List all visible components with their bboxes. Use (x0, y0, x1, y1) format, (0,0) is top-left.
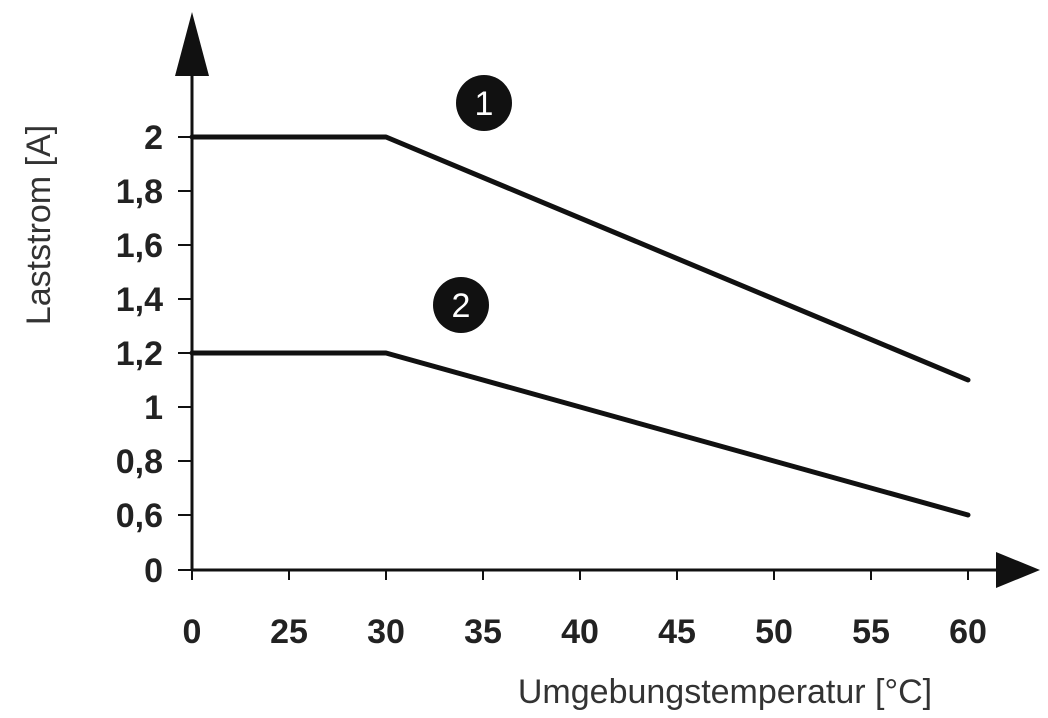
y-axis-arrow (175, 12, 209, 76)
x-axis-arrow (996, 552, 1040, 588)
x-tick-label: 45 (658, 613, 696, 651)
x-tick-label: 60 (949, 613, 987, 651)
x-ticks: 0 25 30 35 40 45 50 55 60 (183, 570, 987, 651)
x-tick-label: 40 (561, 613, 599, 651)
series-line-2 (189, 350, 971, 518)
x-tick-label: 30 (367, 613, 405, 651)
series-marker-label-2: 2 (452, 287, 471, 325)
y-ticks: 0 0,6 0,8 1 1,2 1,4 1,6 1,8 2 (116, 119, 192, 590)
x-tick-label: 25 (270, 613, 308, 651)
x-tick-label: 35 (464, 613, 502, 651)
y-tick-label: 1,8 (116, 173, 163, 211)
y-tick-label: 0,6 (116, 497, 163, 535)
x-axis-title: Umgebungstemperatur [°C] (518, 673, 932, 711)
x-tick-label: 50 (755, 613, 793, 651)
series-markers: 12 (433, 75, 512, 333)
y-tick-label: 1 (144, 389, 163, 427)
series-marker-1 (456, 75, 512, 131)
y-axis-title: Laststrom [A] (20, 125, 58, 325)
y-tick-label: 1,2 (116, 335, 163, 373)
series-marker-2 (433, 277, 489, 333)
series-line-1 (189, 134, 971, 383)
y-tick-label: 1,6 (116, 227, 163, 265)
y-tick-label: 1,4 (116, 281, 163, 319)
y-tick-label: 2 (144, 119, 163, 157)
y-tick-label: 0 (144, 552, 163, 590)
x-tick-label: 55 (852, 613, 890, 651)
series-marker-label-1: 1 (475, 85, 494, 123)
axes (175, 12, 1040, 588)
x-tick-label: 0 (183, 613, 202, 651)
y-tick-label: 0,8 (116, 443, 163, 481)
series-lines (189, 134, 971, 518)
